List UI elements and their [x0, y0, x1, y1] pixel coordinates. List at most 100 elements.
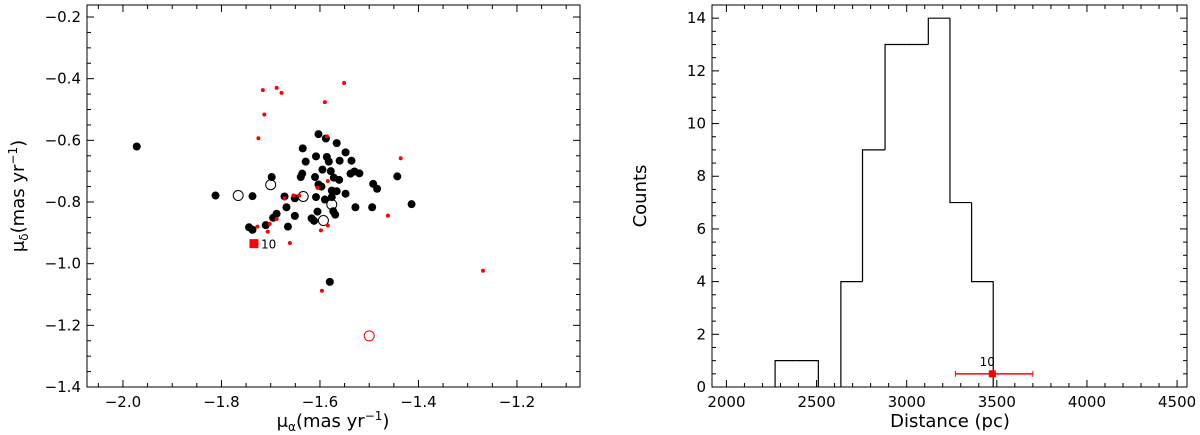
field-star-point [480, 268, 485, 273]
member-point [341, 148, 350, 157]
field-star-point [255, 224, 260, 229]
x-tick-label: −1.6 [302, 393, 338, 411]
field-star-point [398, 156, 403, 161]
y-tick-label: −0.2 [45, 8, 81, 26]
histogram-bin [949, 18, 972, 204]
field-star-point [385, 213, 390, 218]
member-point [318, 165, 327, 174]
x-tick-label: −1.2 [499, 393, 535, 411]
field-star-point [322, 100, 327, 105]
field-star-point [325, 223, 330, 228]
y-tick-label: −1.0 [45, 255, 81, 273]
field-star-point [267, 221, 272, 226]
field-star-point [260, 88, 265, 93]
field-star-point [315, 185, 320, 190]
histogram-bin [774, 360, 797, 387]
member-point [320, 195, 329, 204]
member-point [261, 221, 270, 230]
members-open-point [317, 215, 329, 227]
field-star-point [256, 136, 261, 141]
member-point [326, 167, 335, 176]
field-star-point [274, 216, 279, 221]
member-point [312, 152, 321, 161]
member-point [290, 211, 299, 220]
histogram-bin [861, 149, 886, 282]
y-tick-label: −0.6 [45, 131, 81, 149]
x-tick-label: 3000 [888, 393, 926, 411]
histogram-y-axis-title: Counts [630, 165, 651, 228]
field-star-point [324, 134, 329, 139]
member-point [407, 200, 416, 209]
member-point [317, 182, 326, 191]
x-tick-label: 4500 [1158, 393, 1196, 411]
x-tick-label: 2500 [797, 393, 835, 411]
x-tick-label: 4000 [1068, 393, 1106, 411]
member-point [314, 130, 323, 139]
member-point [373, 184, 382, 193]
member-point [324, 157, 333, 166]
member-point [211, 191, 220, 200]
member-point [393, 172, 402, 181]
member-point [332, 139, 341, 148]
distance-histogram-panel: 2000 2500 3000 3500 4000 4500 0 2 4 6 8 10 12 14 10 [687, 4, 1196, 411]
y-tick-label: 10 [687, 115, 706, 133]
member-point [267, 173, 276, 182]
member-point [331, 210, 340, 219]
histogram-bin [884, 43, 907, 150]
members-open-point [232, 190, 244, 202]
x-tick-label: −2.0 [105, 393, 141, 411]
field-star-point [291, 193, 296, 198]
plot-frame [86, 4, 581, 388]
member-point [282, 203, 291, 212]
y-tick-label: 14 [687, 9, 706, 27]
field-star-point [274, 85, 279, 90]
field-star-point [279, 90, 284, 95]
histogram-bin [970, 202, 994, 387]
target-label: 10 [980, 355, 995, 369]
target-point [249, 239, 259, 249]
proper-motion-scatter-panel: −2.0 −1.8 −1.6 −1.4 −1.2 −1.4 −1.2 −1.0 −0.8 −0.6… [45, 4, 581, 411]
y-tick-label: −1.4 [45, 378, 81, 396]
member-point [341, 189, 350, 198]
y-tick-label: −0.8 [45, 193, 81, 211]
y-tick-label: −0.4 [45, 70, 81, 88]
histogram-x-axis-title: Distance (pc) [890, 411, 1010, 432]
y-tick-label: 2 [696, 325, 706, 343]
member-point [335, 156, 344, 165]
scatter-x-axis-title: μα(mas yr−1) [277, 409, 390, 434]
member-point [347, 156, 356, 165]
field-star-point [318, 228, 323, 233]
field-star-point [287, 241, 292, 246]
target-distance-point [988, 370, 996, 378]
scatter-y-axis-title: μδ(mas yr−1) [6, 140, 31, 252]
member-point [311, 173, 320, 182]
field-star-point [265, 229, 270, 234]
histogram-bin [796, 360, 819, 387]
member-point [325, 277, 334, 286]
member-point [132, 142, 141, 151]
field-star-point [282, 196, 287, 201]
y-tick-label: 6 [696, 220, 706, 238]
member-point [351, 203, 360, 212]
y-tick-label: 0 [696, 378, 706, 396]
member-point [327, 193, 336, 202]
field-star-point [262, 112, 267, 117]
members-open-point [265, 179, 277, 191]
member-point [296, 173, 305, 182]
member-point [248, 225, 257, 234]
y-tick-label: 4 [696, 273, 706, 291]
member-point [312, 193, 321, 202]
target-label: 10 [261, 238, 276, 252]
x-tick-label: 3500 [978, 393, 1016, 411]
members-open-point [326, 198, 338, 210]
field-star-point [325, 179, 330, 184]
field-star-point [342, 81, 347, 86]
member-point [355, 169, 364, 178]
member-point [332, 187, 341, 196]
member-point [301, 157, 310, 166]
member-point [248, 192, 257, 201]
field-star-point [297, 193, 302, 198]
x-tick-label: −1.4 [400, 393, 436, 411]
x-tick-label: −1.8 [203, 393, 239, 411]
histogram-bin [927, 17, 950, 45]
